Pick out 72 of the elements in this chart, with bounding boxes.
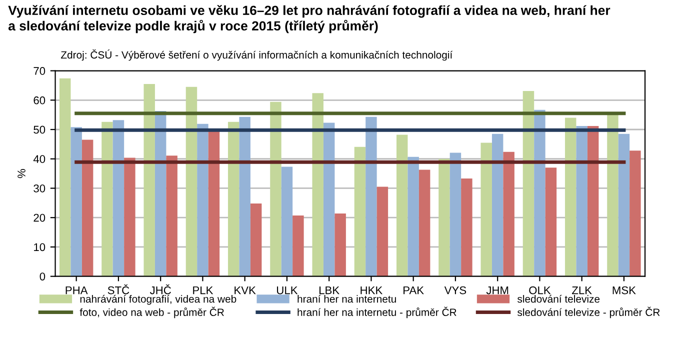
bar xyxy=(545,168,557,276)
bar xyxy=(522,91,534,276)
x-tick-label: MSK xyxy=(612,286,636,294)
y-tick-label: 70 xyxy=(34,67,46,75)
bar xyxy=(438,158,450,276)
bar xyxy=(376,186,388,276)
bar xyxy=(208,130,220,276)
bar xyxy=(144,84,155,276)
legend-label: sledování televize xyxy=(518,294,600,303)
y-tick-label: 40 xyxy=(33,155,46,164)
bar xyxy=(461,178,472,276)
bar xyxy=(408,156,419,276)
bar xyxy=(418,170,430,276)
x-tick-label: JHČ xyxy=(150,284,171,294)
bar xyxy=(228,122,240,276)
bar xyxy=(281,166,293,276)
bar xyxy=(618,134,630,276)
y-tick-label: 50 xyxy=(34,126,46,134)
bar xyxy=(186,86,198,276)
legend-label: hraní her na internetu xyxy=(298,294,396,303)
x-tick-label: OLK xyxy=(529,286,551,294)
bar xyxy=(102,122,113,276)
bar xyxy=(492,134,504,276)
bar xyxy=(576,126,588,276)
bar xyxy=(154,111,166,276)
chart-title: Využívání internetu osobami ve věku 16–29 let pro nahrávání fotografií a videa na web, hraní her a sledování televize podle krajů v roce 2015 (tříletý průměr) xyxy=(8,5,610,34)
y-axis-title: % xyxy=(18,169,26,178)
bar xyxy=(124,158,136,276)
bar xyxy=(323,122,335,276)
x-tick-label: PAK xyxy=(404,286,424,294)
x-tick-label: VYS xyxy=(444,286,466,294)
bar xyxy=(250,204,262,276)
text: Zdroj: ČSÚ - Výběrové šetření o využívání informačních a komunikačních technologií xyxy=(60,49,453,61)
y-tick-label: 60 xyxy=(34,96,46,104)
legend-label: hraní her na internetu - průměr ČR xyxy=(298,306,456,318)
y-tick-label: 20 xyxy=(34,214,46,222)
x-tick-label: PLK xyxy=(193,286,214,294)
bar xyxy=(334,213,346,276)
y-tick-label: 0 xyxy=(40,272,46,280)
bar xyxy=(166,156,178,276)
bar xyxy=(366,116,377,276)
legend-label: nahrávání fotografií, videa na web xyxy=(80,294,236,305)
bar xyxy=(480,142,492,276)
bar xyxy=(239,116,250,276)
x-tick-label: HKK xyxy=(360,286,383,294)
bar xyxy=(70,127,82,276)
bar xyxy=(396,134,408,276)
y-tick-label: 10 xyxy=(34,243,46,252)
x-tick-label: ZLK xyxy=(572,286,592,294)
x-tick-label: PHA xyxy=(66,286,88,294)
bar xyxy=(112,120,124,276)
x-tick-label: JHM xyxy=(486,286,508,294)
x-tick-label: STČ xyxy=(108,284,130,294)
bar xyxy=(197,124,208,276)
bar xyxy=(534,110,546,276)
bar xyxy=(270,102,282,276)
x-tick-label: KVK xyxy=(234,286,256,294)
y-tick-label: 30 xyxy=(34,184,46,192)
bar xyxy=(587,126,599,276)
x-tick-label: ULK xyxy=(277,286,298,294)
bar xyxy=(82,140,94,276)
bar xyxy=(312,93,324,276)
legend-label: foto, video na web - průměr ČR xyxy=(80,306,224,318)
bar xyxy=(354,146,366,276)
x-tick-label: LBK xyxy=(319,286,340,294)
bar xyxy=(450,152,462,276)
bar xyxy=(630,150,641,276)
bar xyxy=(503,152,514,276)
legend-label: sledování televize - průměr ČR xyxy=(518,306,660,318)
bar xyxy=(292,216,304,276)
bar xyxy=(59,78,71,276)
bar xyxy=(564,118,576,276)
